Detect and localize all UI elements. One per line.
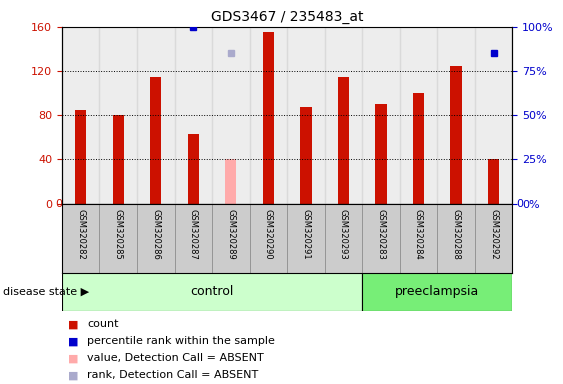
Title: GDS3467 / 235483_at: GDS3467 / 235483_at bbox=[211, 10, 363, 25]
Bar bbox=[437, 27, 475, 204]
Bar bbox=[413, 93, 424, 204]
Text: GSM320291: GSM320291 bbox=[301, 209, 310, 260]
Bar bbox=[287, 204, 325, 273]
Bar bbox=[75, 110, 86, 204]
Text: GSM320290: GSM320290 bbox=[264, 209, 273, 260]
Text: ■: ■ bbox=[68, 336, 78, 346]
Bar bbox=[300, 108, 311, 204]
Bar bbox=[137, 204, 175, 273]
Bar bbox=[187, 134, 199, 204]
Bar bbox=[249, 27, 287, 204]
Bar bbox=[325, 27, 362, 204]
Bar bbox=[150, 76, 162, 204]
Bar bbox=[212, 204, 249, 273]
Bar bbox=[175, 204, 212, 273]
Bar bbox=[113, 115, 124, 204]
Bar bbox=[400, 27, 437, 204]
Bar bbox=[475, 27, 512, 204]
Bar bbox=[212, 27, 249, 204]
Bar bbox=[475, 204, 512, 273]
Text: rank, Detection Call = ABSENT: rank, Detection Call = ABSENT bbox=[87, 370, 258, 380]
Text: GSM320292: GSM320292 bbox=[489, 209, 498, 260]
Bar bbox=[325, 204, 362, 273]
Text: GSM320284: GSM320284 bbox=[414, 209, 423, 260]
Bar bbox=[362, 27, 400, 204]
Text: GSM320288: GSM320288 bbox=[452, 209, 461, 260]
Text: ■: ■ bbox=[68, 319, 78, 329]
Text: GSM320287: GSM320287 bbox=[189, 209, 198, 260]
Text: control: control bbox=[190, 285, 234, 298]
Bar bbox=[437, 204, 475, 273]
Bar bbox=[287, 27, 325, 204]
Text: GSM320289: GSM320289 bbox=[226, 209, 235, 260]
Bar bbox=[362, 204, 400, 273]
Text: count: count bbox=[87, 319, 119, 329]
Text: GSM320285: GSM320285 bbox=[114, 209, 123, 260]
Text: GSM320283: GSM320283 bbox=[377, 209, 386, 260]
Text: GSM320286: GSM320286 bbox=[151, 209, 160, 260]
Text: ■: ■ bbox=[68, 353, 78, 363]
Bar bbox=[137, 27, 175, 204]
Bar bbox=[62, 273, 362, 311]
Bar bbox=[249, 204, 287, 273]
Text: GSM320293: GSM320293 bbox=[339, 209, 348, 260]
Text: value, Detection Call = ABSENT: value, Detection Call = ABSENT bbox=[87, 353, 264, 363]
Text: percentile rank within the sample: percentile rank within the sample bbox=[87, 336, 275, 346]
Bar bbox=[450, 66, 462, 204]
Bar bbox=[100, 204, 137, 273]
Text: GSM320282: GSM320282 bbox=[76, 209, 85, 260]
Bar bbox=[263, 32, 274, 204]
Text: disease state ▶: disease state ▶ bbox=[3, 287, 89, 297]
Bar bbox=[488, 159, 499, 204]
Bar bbox=[175, 27, 212, 204]
Text: preeclampsia: preeclampsia bbox=[395, 285, 479, 298]
Bar bbox=[62, 204, 100, 273]
Bar bbox=[62, 27, 100, 204]
Text: 0: 0 bbox=[55, 199, 62, 209]
Bar bbox=[225, 159, 236, 204]
Bar bbox=[400, 204, 437, 273]
Bar bbox=[338, 76, 349, 204]
Text: ■: ■ bbox=[68, 370, 78, 380]
Bar bbox=[362, 273, 512, 311]
Bar bbox=[100, 27, 137, 204]
Text: 0: 0 bbox=[516, 199, 523, 209]
Bar bbox=[376, 104, 387, 204]
